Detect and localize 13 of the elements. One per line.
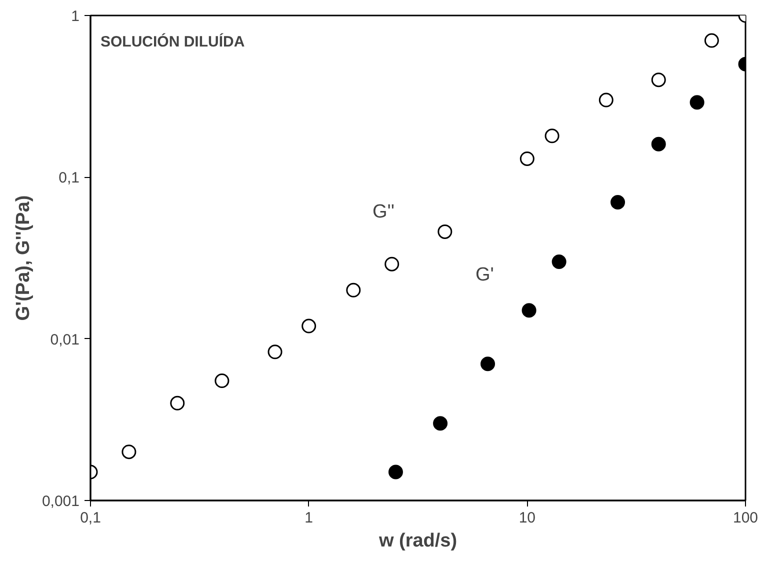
y-axis-title: G'(Pa), G''(Pa): [12, 195, 34, 321]
y-tick-label: 0,1: [58, 170, 80, 187]
y-tick-label: 1: [71, 8, 80, 25]
x-tick-label: 1: [304, 510, 314, 526]
y-tick-label: 0,01: [50, 331, 80, 348]
x-tick-label: 100: [732, 510, 758, 526]
x-axis-title: w (rad/s): [378, 530, 458, 552]
annotation: G'': [372, 202, 395, 222]
annotation: G': [476, 264, 494, 286]
x-tick-label: 0,1: [80, 510, 101, 526]
y-tick-label: 0,001: [42, 493, 80, 510]
x-tick-label: 10: [518, 510, 536, 526]
annotation: SOLUCIÓN DILUÍDA: [100, 32, 245, 50]
